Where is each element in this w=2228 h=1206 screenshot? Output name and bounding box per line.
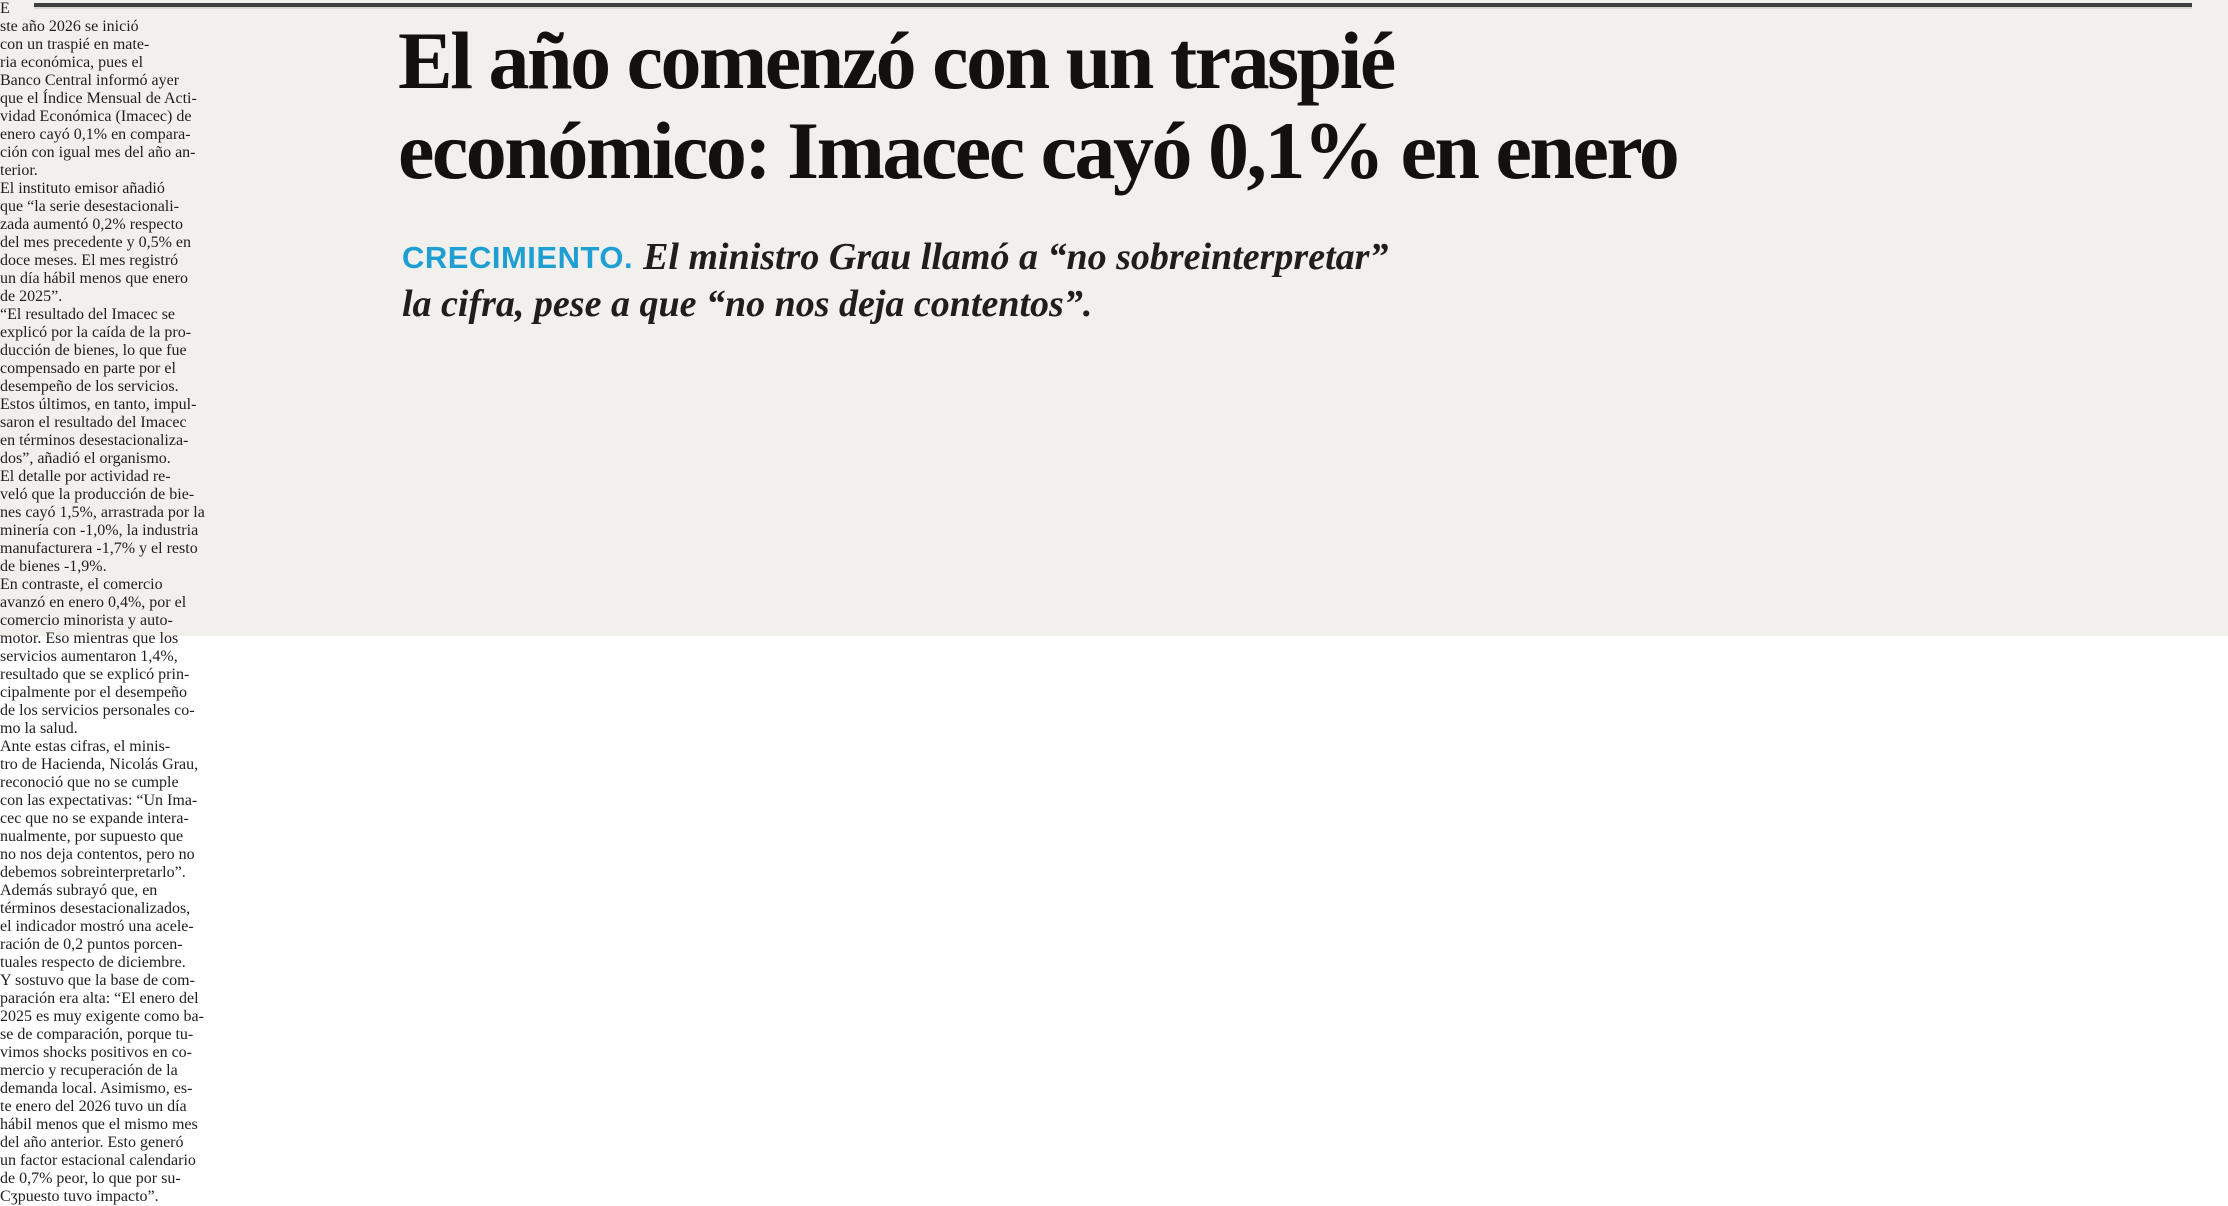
body-line: comercio minorista y auto-: [0, 612, 173, 629]
body-line: explicó por la caída de la pro-: [0, 324, 192, 341]
body-line: resultado que se explicó prin-: [0, 666, 190, 683]
body-line: doce meses. El mes registró: [0, 252, 179, 269]
body-line: Estos últimos, en tanto, impul-: [0, 396, 197, 413]
body-line: mercio y recuperación de la: [0, 1062, 178, 1079]
section-kicker: CRECIMIENTO.: [402, 240, 634, 275]
body-line: manufacturera -1,7% y el resto: [0, 540, 198, 557]
body-line: que “la serie desestacionali-: [0, 198, 180, 215]
body-line: nes cayó 1,5%, arrastrada por la: [0, 504, 205, 521]
body-line: no nos deja contentos, pero no: [0, 846, 195, 863]
headline-line-2: económico: Imacec cayó 0,1% en enero: [398, 105, 1680, 196]
body-line: minería con -1,0%, la industria: [0, 522, 199, 539]
body-line: un día hábil menos que enero: [0, 270, 188, 287]
body-line: un factor estacional calendario: [0, 1152, 196, 1169]
body-line: hábil menos que el mismo mes: [0, 1116, 198, 1133]
body-line: servicios aumentaron 1,4%,: [0, 648, 178, 665]
body-line: el indicador mostró una acele-: [0, 918, 194, 935]
body-line: Además subrayó que, en: [0, 882, 158, 899]
body-line: en términos desestacionaliza-: [0, 432, 189, 449]
body-line: Cʒpuesto tuvo impacto”.: [0, 1188, 159, 1205]
body-line: enero cayó 0,1% en compara-: [0, 126, 191, 143]
body-line: avanzó en enero 0,4%, por el: [0, 594, 187, 611]
article-column-2: explicó por la caída de la pro-ducción d…: [0, 324, 2228, 450]
body-line: con un traspié en mate-: [0, 36, 150, 53]
article-subhead: CRECIMIENTO. El ministro Grau llamó a “no…: [402, 234, 1482, 327]
article-headline: El año comenzó con un traspié económico:…: [398, 16, 1788, 196]
body-line: Ante estas cifras, el minis-: [0, 738, 171, 755]
article-column-1: E ste año 2026 se inició con un traspié e…: [0, 0, 2228, 324]
body-line: compensado en parte por el: [0, 360, 176, 377]
body-line: saron el resultado del Imacec: [0, 414, 187, 431]
body-line: veló que la producción de bie-: [0, 486, 195, 503]
top-rule: [34, 3, 2192, 9]
body-line: demanda local. Asimismo, es-: [0, 1080, 193, 1097]
body-line: debemos sobreinterpretarlo”.: [0, 864, 186, 881]
body-line: de bienes -1,9%.: [0, 558, 107, 575]
body-line: cipalmente por el desempeño: [0, 684, 188, 701]
body-line: zada aumentó 0,2% respecto: [0, 216, 184, 233]
body-line: nualmente, por supuesto que: [0, 828, 184, 845]
body-line: terior.: [0, 162, 38, 179]
body-line: vimos shocks positivos en co-: [0, 1044, 192, 1061]
body-line: tuales respecto de diciembre.: [0, 954, 186, 971]
body-line: de 0,7% peor, lo que por su-: [0, 1170, 181, 1187]
body-line: ración de 0,2 puntos porcen-: [0, 936, 183, 953]
body-line: desempeño de los servicios.: [0, 378, 179, 395]
body-line: 2025 es muy exigente como ba-: [0, 1008, 204, 1025]
body-line: ste año 2026 se inició: [0, 18, 139, 35]
body-line: de 2025”.: [0, 288, 63, 305]
subhead-line-2: la cifra, pese a que “no nos deja conten…: [402, 281, 1482, 327]
end-of-article-icon: Cʒ: [0, 1188, 18, 1205]
body-line: de los servicios personales co-: [0, 702, 195, 719]
body-line: cec que no se expande intera-: [0, 810, 189, 827]
body-line: se de comparación, porque tu-: [0, 1026, 194, 1043]
body-line: Y sostuvo que la base de com-: [0, 972, 195, 989]
body-line: reconoció que no se cumple: [0, 774, 179, 791]
body-line: El instituto emisor añadió: [0, 180, 165, 197]
body-line: vidad Económica (Imacec) de: [0, 108, 192, 125]
body-line: con las expectativas: “Un Ima-: [0, 792, 198, 809]
headline-line-1: El año comenzó con un traspié: [398, 15, 1396, 106]
subhead-text-2: la cifra, pese a que “no nos deja conten…: [402, 283, 1093, 325]
body-line: ción con igual mes del año an-: [0, 144, 196, 161]
body-line: En contraste, el comercio: [0, 576, 163, 593]
body-line: ria económica, pues el: [0, 54, 144, 71]
drop-cap: E: [0, 0, 10, 17]
body-line: paración era alta: “El enero del: [0, 990, 199, 1007]
body-line: mo la salud.: [0, 720, 78, 737]
body-line: ducción de bienes, lo que fue: [0, 342, 187, 359]
subhead-text-1: El ministro Grau llamó a “no sobreinterp…: [643, 236, 1389, 278]
body-line: El detalle por actividad re-: [0, 468, 171, 485]
body-line: dos”, añadió el organismo.: [0, 450, 171, 467]
article-column-6: términos desestacionalizados, el indicado…: [0, 900, 2228, 1206]
body-line: del año anterior. Esto generó: [0, 1134, 184, 1151]
body-line: motor. Eso mientras que los: [0, 630, 179, 647]
body-line: Banco Central informó ayer: [0, 72, 180, 89]
article-column-3: dos”, añadió el organismo. El detalle por…: [0, 450, 2228, 576]
article-column-4: En contraste, el comercio avanzó en enero…: [0, 576, 2228, 702]
body-line: tro de Hacienda, Nicolás Grau,: [0, 756, 199, 773]
body-line: “El resultado del Imacec se: [0, 306, 176, 323]
body-line: términos desestacionalizados,: [0, 900, 191, 917]
body-line: que el Índice Mensual de Acti-: [0, 90, 197, 107]
subhead-line-1: CRECIMIENTO. El ministro Grau llamó a “no…: [402, 234, 1482, 281]
body-line: te enero del 2026 tuvo un día: [0, 1098, 187, 1115]
article-column-5: de los servicios personales co-mo la sal…: [0, 702, 2228, 900]
body-line: del mes precedente y 0,5% en: [0, 234, 192, 251]
